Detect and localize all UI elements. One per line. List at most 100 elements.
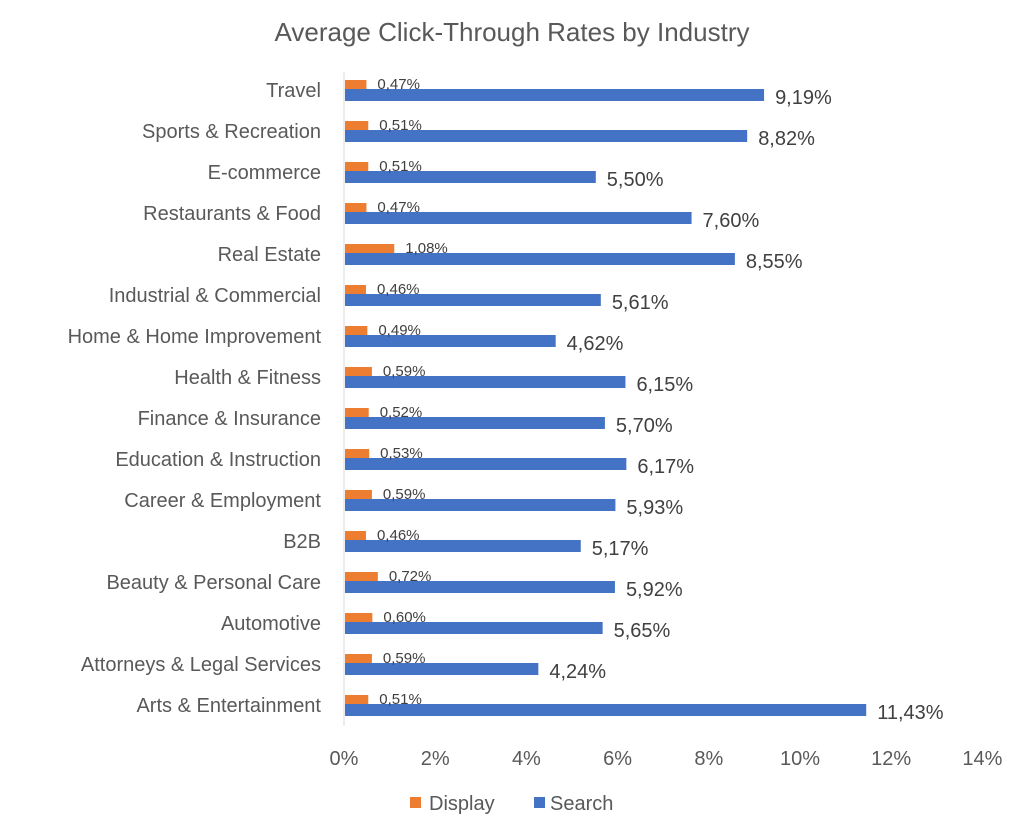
search-value-label: 5,61% [612,292,669,314]
bar-group: Automotive 0,60% 5,65% [221,609,671,642]
display-value-label: 1,08% [405,240,448,257]
search-bar[interactable] [345,130,748,142]
display-bar[interactable] [345,490,372,499]
display-value-label: 0,51% [379,158,422,175]
display-bar[interactable] [345,162,369,171]
legend-item-search[interactable]: Search [534,793,613,815]
search-value-label: 9,19% [775,87,832,109]
search-value-label: 5,70% [616,415,673,437]
category-label: Real Estate [218,244,321,266]
display-bar[interactable] [345,244,395,253]
search-bar[interactable] [345,540,581,552]
search-bar[interactable] [345,704,867,716]
category-label: Attorneys & Legal Services [81,654,321,676]
legend-label-search: Search [550,793,613,815]
display-bar[interactable] [345,613,373,622]
search-value-label: 4,62% [567,333,624,355]
display-value-label: 0,59% [383,650,426,667]
search-bar[interactable] [345,499,616,511]
search-value-label: 11,43% [877,702,944,724]
bar-group: Health & Fitness 0,59% 6,15% [174,363,693,396]
bar-group: Industrial & Commercial 0,46% 5,61% [109,281,669,314]
display-value-label: 0,49% [378,322,421,339]
display-value-label: 0,52% [380,404,423,421]
search-value-label: 6,15% [636,374,693,396]
display-bar[interactable] [345,80,367,89]
display-bar[interactable] [345,121,369,130]
category-label: Education & Instruction [115,449,321,471]
category-label: Industrial & Commercial [109,285,321,307]
category-label: E-commerce [208,162,321,184]
bar-group: B2B 0,46% 5,17% [283,527,648,560]
search-swatch-icon [534,797,545,808]
bar-group: Finance & Insurance 0,52% 5,70% [138,404,673,437]
x-axis: 0% 2% 4% 6% 8% 10% 12% 14% [330,748,1003,770]
display-value-label: 0,47% [377,76,420,93]
display-value-label: 0,59% [383,486,426,503]
bar-group: Beauty & Personal Care 0,72% 5,92% [106,568,682,601]
search-value-label: 5,93% [626,497,683,519]
legend-label-display: Display [429,793,495,815]
category-label: B2B [283,531,321,553]
display-bar[interactable] [345,203,367,212]
x-tick-label: 8% [694,748,723,770]
category-label: Health & Fitness [174,367,321,389]
display-value-label: 0,53% [380,445,423,462]
search-value-label: 5,65% [614,620,671,642]
display-bar[interactable] [345,531,366,540]
x-tick-label: 10% [780,748,820,770]
display-value-label: 0,72% [389,568,432,585]
display-value-label: 0,46% [377,527,420,544]
display-value-label: 0,47% [377,199,420,216]
search-bar[interactable] [345,335,556,347]
bar-group: Career & Employment 0,59% 5,93% [124,486,683,519]
x-tick-label: 4% [512,748,541,770]
bar-group: Home & Home Improvement 0,49% 4,62% [68,322,624,355]
category-label: Career & Employment [124,490,321,512]
search-bar[interactable] [345,376,626,388]
search-bar[interactable] [345,212,692,224]
search-bar[interactable] [345,253,735,265]
display-bar[interactable] [345,572,378,581]
search-bar[interactable] [345,89,765,101]
search-bar[interactable] [345,171,596,183]
search-value-label: 6,17% [637,456,694,478]
search-bar[interactable] [345,622,603,634]
display-bar[interactable] [345,654,372,663]
category-label: Finance & Insurance [138,408,321,430]
bar-group: Attorneys & Legal Services 0,59% 4,24% [81,650,606,683]
search-value-label: 4,24% [549,661,606,683]
search-value-label: 7,60% [703,210,760,232]
category-label: Arts & Entertainment [136,695,321,717]
legend: Display Search [410,793,613,815]
display-value-label: 0,59% [383,363,426,380]
bar-group: Sports & Recreation 0,51% 8,82% [142,117,815,150]
search-bar[interactable] [345,294,601,306]
bar-group: Travel 0,47% 9,19% [266,76,832,109]
display-bar[interactable] [345,285,366,294]
display-value-label: 0,51% [379,691,422,708]
plot-area: Travel 0,47% 9,19% Sports & Recreation 0,51%… [68,72,944,726]
display-swatch-icon [410,797,421,808]
display-bar[interactable] [345,326,368,335]
bar-group: Arts & Entertainment 0,51% 11,43% [136,691,943,724]
bar-group: Real Estate 1,08% 8,55% [218,240,803,273]
display-bar[interactable] [345,408,369,417]
search-bar[interactable] [345,581,615,593]
search-bar[interactable] [345,458,627,470]
search-value-label: 5,50% [607,169,664,191]
search-value-label: 5,17% [592,538,649,560]
display-bar[interactable] [345,449,370,458]
x-tick-label: 12% [871,748,911,770]
display-bar[interactable] [345,367,372,376]
x-tick-label: 6% [603,748,632,770]
display-value-label: 0,46% [377,281,420,298]
x-tick-label: 0% [330,748,359,770]
search-bar[interactable] [345,417,605,429]
display-value-label: 0,60% [383,609,426,626]
display-bar[interactable] [345,695,369,704]
search-bar[interactable] [345,663,539,675]
legend-item-display[interactable]: Display [410,793,495,815]
chart-title: Average Click-Through Rates by Industry [275,17,750,47]
bar-group: E-commerce 0,51% 5,50% [208,158,664,191]
